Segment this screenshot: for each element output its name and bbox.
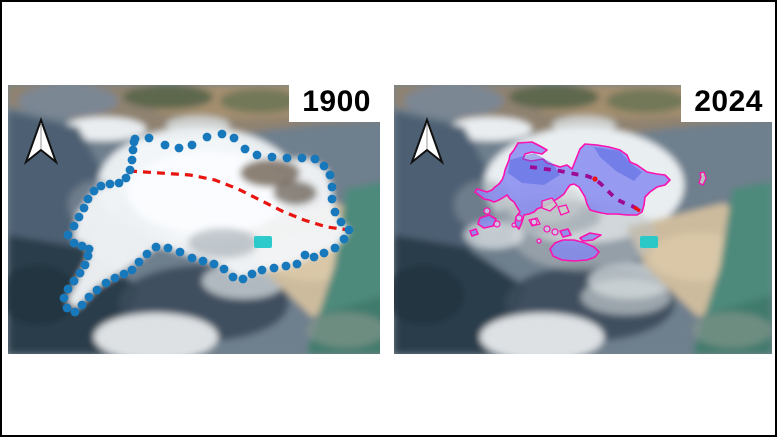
turquoise-lake [254, 236, 272, 248]
flowline-2024 [529, 165, 640, 212]
year-label-2024: 2024 [681, 85, 772, 122]
satellite-map-2024 [394, 85, 772, 354]
satellite-map-1900 [8, 85, 380, 354]
year-label-1900: 1900 [289, 85, 380, 122]
map-panel-2024: 2024 [394, 85, 772, 354]
glacier-extent-2024-overlay [469, 141, 707, 262]
turquoise-lake [640, 236, 658, 248]
map-panel-1900: 1900 [8, 85, 380, 354]
north-arrow-icon [23, 117, 59, 165]
north-arrow-icon [409, 117, 445, 165]
flowline-1900 [128, 169, 350, 232]
glacier-extent-1900-overlay [59, 129, 354, 317]
